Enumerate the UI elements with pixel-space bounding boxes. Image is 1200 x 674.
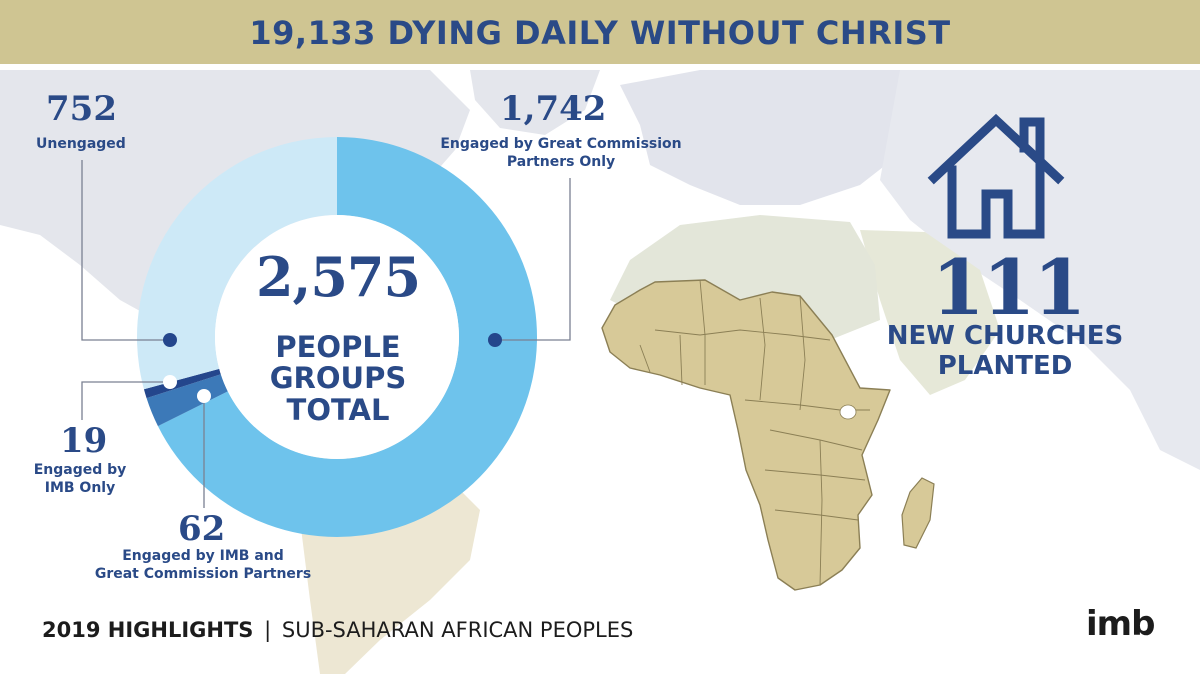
leader-line-unengaged [81,160,170,341]
imb-and-gcp-label: Engaged by IMB and Great Commission Part… [78,548,328,583]
footer-separator: | [264,618,272,642]
gcp-only-label: Engaged by Great Commission Partners Onl… [432,136,690,171]
donut-slice-imb_only [143,368,221,399]
header-banner [0,0,1200,64]
lake-victoria [839,404,857,420]
footer-region: SUB-SAHARAN AFRICAN PEOPLES [281,618,634,642]
africa-country-borders [639,279,870,586]
header-title: 19,133 DYING DAILY WITHOUT CHRIST [249,14,951,52]
middle-east-land [860,230,1000,395]
new-churches-count: 111 [931,243,1087,332]
donut-hole [215,215,459,459]
marker-gcp [488,333,502,347]
leader-lines [81,160,571,508]
asia-land [880,70,1200,470]
donut-slice-imb_gcp [146,374,228,427]
leader-line-imb-only [81,381,170,420]
house-icon [927,113,1065,239]
gcp-only-value: 1,742 [500,89,607,129]
imb-only-value: 19 [60,421,108,461]
total-label-line-2: GROUPS [269,361,407,396]
donut-slice-unengaged [136,137,337,390]
gcp-only-label-line-2: Partners Only [506,153,616,170]
greenland-land [470,70,600,135]
leader-line-gcp [495,178,571,341]
total-label-line-1: PEOPLE [275,330,401,364]
sub-saharan-africa-map [601,279,891,591]
marker-imb-gcp [197,389,211,403]
donut-slice-gcp [157,137,537,537]
marker-unengaged [163,333,177,347]
new-churches-label: NEW CHURCHES PLANTED [860,321,1150,382]
footer-caption: 2019 HIGHLIGHTS | SUB-SAHARAN AFRICAN PE… [42,618,633,642]
imb-only-label: Engaged by IMB Only [30,462,130,497]
footer-year-highlights: 2019 HIGHLIGHTS [42,618,254,642]
new-churches-label-line-2: PLANTED [937,350,1073,381]
imb-only-label-line-2: IMB Only [44,479,116,496]
unengaged-label: Unengaged [36,136,126,152]
europe-land [620,70,905,205]
gcp-only-label-line-1: Engaged by Great Commission [440,136,682,152]
imb-and-gcp-label-line-2: Great Commission Partners [94,565,312,582]
marker-imb-only [163,375,177,389]
new-churches-label-line-1: NEW CHURCHES [886,321,1124,351]
imb-and-gcp-label-line-1: Engaged by IMB and [122,548,284,564]
imb-and-gcp-value: 62 [178,509,226,549]
total-label-line-3: TOTAL [286,392,390,427]
imb-only-label-line-1: Engaged by [33,462,127,478]
people-groups-total-value: 2,575 [255,245,421,309]
imb-logo: imb [1086,604,1155,644]
unengaged-value: 752 [46,89,117,129]
people-groups-total-label: PEOPLE GROUPS TOTAL [228,330,448,427]
madagascar-map [901,477,935,549]
